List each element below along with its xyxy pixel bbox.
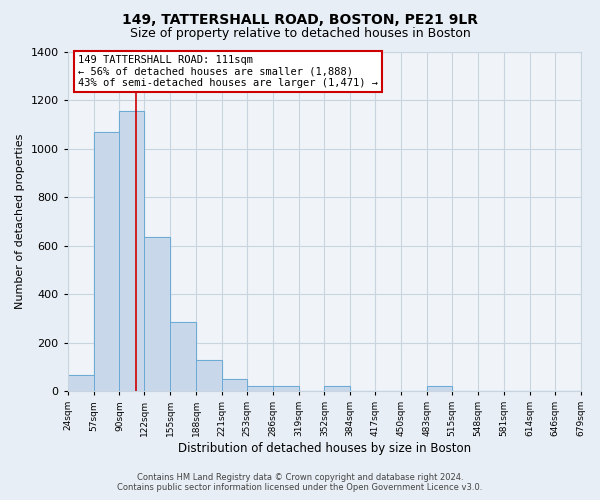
Y-axis label: Number of detached properties: Number of detached properties — [15, 134, 25, 309]
Text: 149, TATTERSHALL ROAD, BOSTON, PE21 9LR: 149, TATTERSHALL ROAD, BOSTON, PE21 9LR — [122, 12, 478, 26]
Text: 149 TATTERSHALL ROAD: 111sqm
← 56% of detached houses are smaller (1,888)
43% of: 149 TATTERSHALL ROAD: 111sqm ← 56% of de… — [78, 55, 378, 88]
Text: Size of property relative to detached houses in Boston: Size of property relative to detached ho… — [130, 28, 470, 40]
Text: Contains HM Land Registry data © Crown copyright and database right 2024.
Contai: Contains HM Land Registry data © Crown c… — [118, 473, 482, 492]
X-axis label: Distribution of detached houses by size in Boston: Distribution of detached houses by size … — [178, 442, 470, 455]
